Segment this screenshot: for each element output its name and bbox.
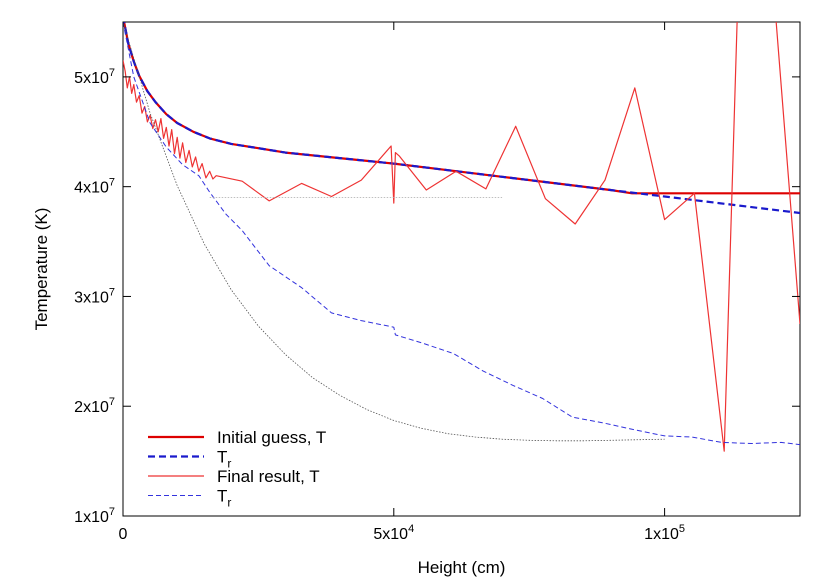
y-tick-label: 3x107	[74, 286, 115, 306]
series-line-5	[123, 22, 665, 442]
x-tick-label: 5x104	[373, 523, 414, 543]
legend-label: Final result, T	[217, 467, 320, 486]
series-line-1	[123, 22, 800, 195]
plot-frame	[122, 21, 801, 517]
legend-label: Tr	[217, 487, 231, 510]
tick-marks	[122, 22, 800, 517]
series-line-4	[123, 22, 800, 446]
y-tick-label: 4x107	[74, 177, 115, 197]
y-tick-label: 2x107	[74, 396, 115, 416]
x-tick-label: 1x105	[644, 523, 685, 543]
y-axis-label: Temperature (K)	[32, 208, 51, 331]
y-tick-label: 1x107	[74, 506, 115, 526]
legend-label: Initial guess, T	[217, 428, 326, 447]
y-tick-label: 5x107	[74, 67, 115, 87]
x-axis-label: Height (cm)	[418, 558, 506, 577]
tick-labels: 0 5x104 1x105 1x107 2x107 3x107 4x107 5x107	[74, 67, 685, 543]
axes	[122, 21, 801, 517]
series-lines	[123, 22, 800, 452]
legend-label: Tr	[217, 448, 231, 471]
series-line-3	[123, 22, 800, 452]
x-tick-label: 0	[119, 526, 128, 543]
series-line-2	[123, 22, 800, 215]
